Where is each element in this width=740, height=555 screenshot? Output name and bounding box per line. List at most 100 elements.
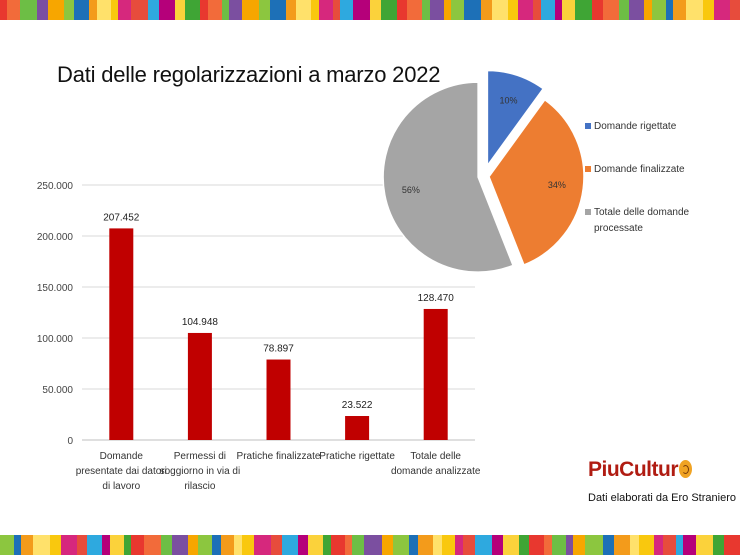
pie-slice (486, 69, 545, 168)
pie-slice-label: 56% (402, 185, 420, 195)
stripe-segment (508, 0, 518, 20)
stripe-segment (282, 535, 299, 555)
stripe-segment (101, 535, 111, 555)
stripe-segment (241, 535, 254, 555)
legend-label-line: Domande finalizzate (594, 164, 685, 175)
y-tick-label: 150.000 (37, 283, 74, 294)
stripe-segment (441, 535, 456, 555)
stripe-segment (418, 535, 434, 555)
stripe-segment (331, 535, 345, 555)
stripe-segment (37, 0, 49, 20)
stripe-segment (562, 0, 575, 20)
stripe-segment (652, 0, 666, 20)
stripe-segment (643, 0, 653, 20)
piucultura-logo: PiuCultur (588, 458, 692, 482)
stripe-segment (474, 535, 493, 555)
stripe-segment (714, 0, 731, 20)
stripe-segment (397, 0, 407, 20)
stripe-segment (517, 0, 533, 20)
stripe-segment (234, 535, 242, 555)
stripe-segment (220, 535, 235, 555)
stripe-segment (381, 535, 393, 555)
stripe-segment (602, 535, 614, 555)
stripe-segment (619, 0, 629, 20)
stripe-segment (73, 0, 89, 20)
legend-label: Domande finalizzate (594, 162, 714, 178)
stripe-segment (131, 535, 144, 555)
stripe-segment (519, 535, 529, 555)
stripe-segment (603, 0, 620, 20)
legend-label: Totale delle domande processate (594, 205, 714, 237)
stripe-segment (451, 0, 464, 20)
legend-label-line: processate (594, 223, 643, 234)
stripe-segment (695, 535, 713, 555)
stripe-segment (160, 535, 172, 555)
stripe-segment (77, 535, 88, 555)
x-category-label: Totale delle (410, 451, 461, 462)
stripe-segment (87, 535, 102, 555)
stripe-segment (344, 535, 353, 555)
y-tick-label: 250.000 (37, 181, 74, 192)
stripe-segment (241, 0, 259, 20)
legend-swatch (585, 209, 591, 215)
stripe-segment (171, 535, 188, 555)
stripe-segment (455, 535, 463, 555)
stripe-segment (654, 535, 663, 555)
stripe-segment (565, 535, 574, 555)
stripe-segment (118, 0, 131, 20)
stripe-segment (685, 0, 703, 20)
stripe-segment (639, 535, 655, 555)
stripe-segment (258, 0, 271, 20)
stripe-segment (369, 0, 382, 20)
stripe-segment (340, 0, 353, 20)
stripe-segment (187, 535, 198, 555)
bar-value-label: 207.452 (103, 212, 140, 223)
stripe-segment (286, 0, 296, 20)
stripe-segment (0, 0, 8, 20)
stripe-segment (591, 0, 604, 20)
y-tick-label: 50.000 (42, 385, 73, 396)
stripe-segment (13, 535, 21, 555)
stripe-segment (430, 0, 444, 20)
legend-label: Domande rigettate (594, 119, 714, 135)
stripe-segment (352, 535, 365, 555)
stripe-segment (554, 0, 563, 20)
stripe-segment (381, 0, 398, 20)
bottom-color-stripe (0, 535, 740, 555)
stripe-segment (492, 535, 504, 555)
x-category-label: soggiorno in via di (160, 466, 241, 477)
bar-value-label: 23.522 (342, 400, 373, 411)
stripe-segment (723, 535, 740, 555)
bar (266, 359, 291, 440)
legend-label-line: Domande rigettate (594, 121, 677, 132)
pie-slice (488, 98, 585, 266)
legend-label-line: Totale delle domande (594, 207, 690, 218)
y-tick-label: 200.000 (37, 232, 74, 243)
stripe-segment (392, 535, 409, 555)
stripe-segment (208, 0, 222, 20)
stripe-segment (574, 0, 592, 20)
stripe-segment (143, 535, 161, 555)
stripe-segment (552, 535, 566, 555)
logo-face-icon (679, 460, 692, 478)
stripe-segment (159, 0, 176, 20)
stripe-segment (130, 0, 148, 20)
stripe-segment (199, 0, 209, 20)
stripe-segment (433, 535, 442, 555)
stripe-segment (184, 0, 200, 20)
stripe-segment (298, 535, 308, 555)
stripe-segment (628, 0, 644, 20)
stripe-segment (629, 535, 640, 555)
stripe-segment (463, 0, 481, 20)
y-tick-label: 0 (67, 436, 73, 447)
stripe-segment (308, 535, 323, 555)
bar (423, 308, 448, 440)
stripe-segment (408, 535, 419, 555)
bar-value-label: 104.948 (182, 317, 219, 328)
pie-slice-label: 10% (500, 95, 518, 105)
stripe-segment (541, 0, 555, 20)
bar (345, 416, 370, 440)
stripe-segment (662, 535, 677, 555)
